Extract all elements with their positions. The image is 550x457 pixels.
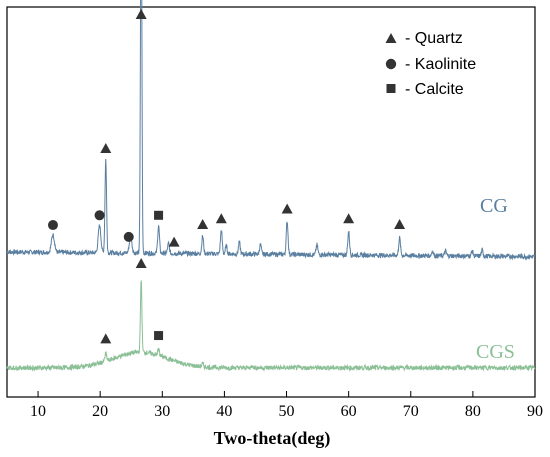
quartz-marker (197, 219, 209, 230)
x-tick-label: 20 (92, 403, 108, 420)
legend-circle-icon (385, 58, 397, 70)
marker-layer (47, 9, 406, 344)
legend-triangle-icon (385, 33, 397, 43)
x-tick-label: 60 (341, 403, 357, 420)
plot-frame (6, 6, 536, 398)
calcite-marker (154, 331, 164, 341)
quartz-marker (281, 203, 293, 214)
quartz-marker (135, 258, 147, 269)
legend-square-icon (386, 84, 396, 93)
quartz-marker (135, 9, 147, 19)
x-tick-label: 90 (527, 403, 543, 420)
legend-label-quartz: - Quartz (405, 30, 463, 47)
x-tick-label: 30 (154, 403, 170, 420)
legend-label-kaolinite: - Kaolinite (405, 56, 476, 73)
quartz-marker (215, 213, 227, 224)
x-axis-title: Two-theta(deg) (214, 428, 331, 449)
series-line-cgs (6, 280, 536, 372)
kaolinite-marker (123, 231, 134, 242)
quartz-marker (394, 219, 406, 230)
kaolinite-marker (94, 210, 105, 221)
legend-label-calcite: - Calcite (405, 81, 464, 98)
quartz-marker (100, 142, 112, 153)
quartz-marker (100, 333, 112, 344)
x-tick-label: 10 (30, 403, 46, 420)
x-tick-label: 70 (403, 403, 419, 420)
series-line-cg (6, 0, 536, 261)
series-label-cgs: CGS (476, 341, 515, 363)
x-tick-label: 80 (465, 403, 481, 420)
legend: - Quartz - Kaolinite - Calcite (385, 30, 476, 98)
kaolinite-marker (47, 220, 58, 231)
quartz-marker (168, 236, 180, 247)
x-tick-label: 40 (216, 403, 232, 420)
quartz-marker (343, 213, 355, 224)
series-label-cg: CG (480, 195, 508, 217)
calcite-marker (154, 210, 164, 220)
series-layer (6, 0, 536, 372)
x-tick-label: 50 (279, 403, 295, 420)
x-axis-ticks: 10 20 30 40 50 60 70 80 90 (30, 391, 543, 420)
